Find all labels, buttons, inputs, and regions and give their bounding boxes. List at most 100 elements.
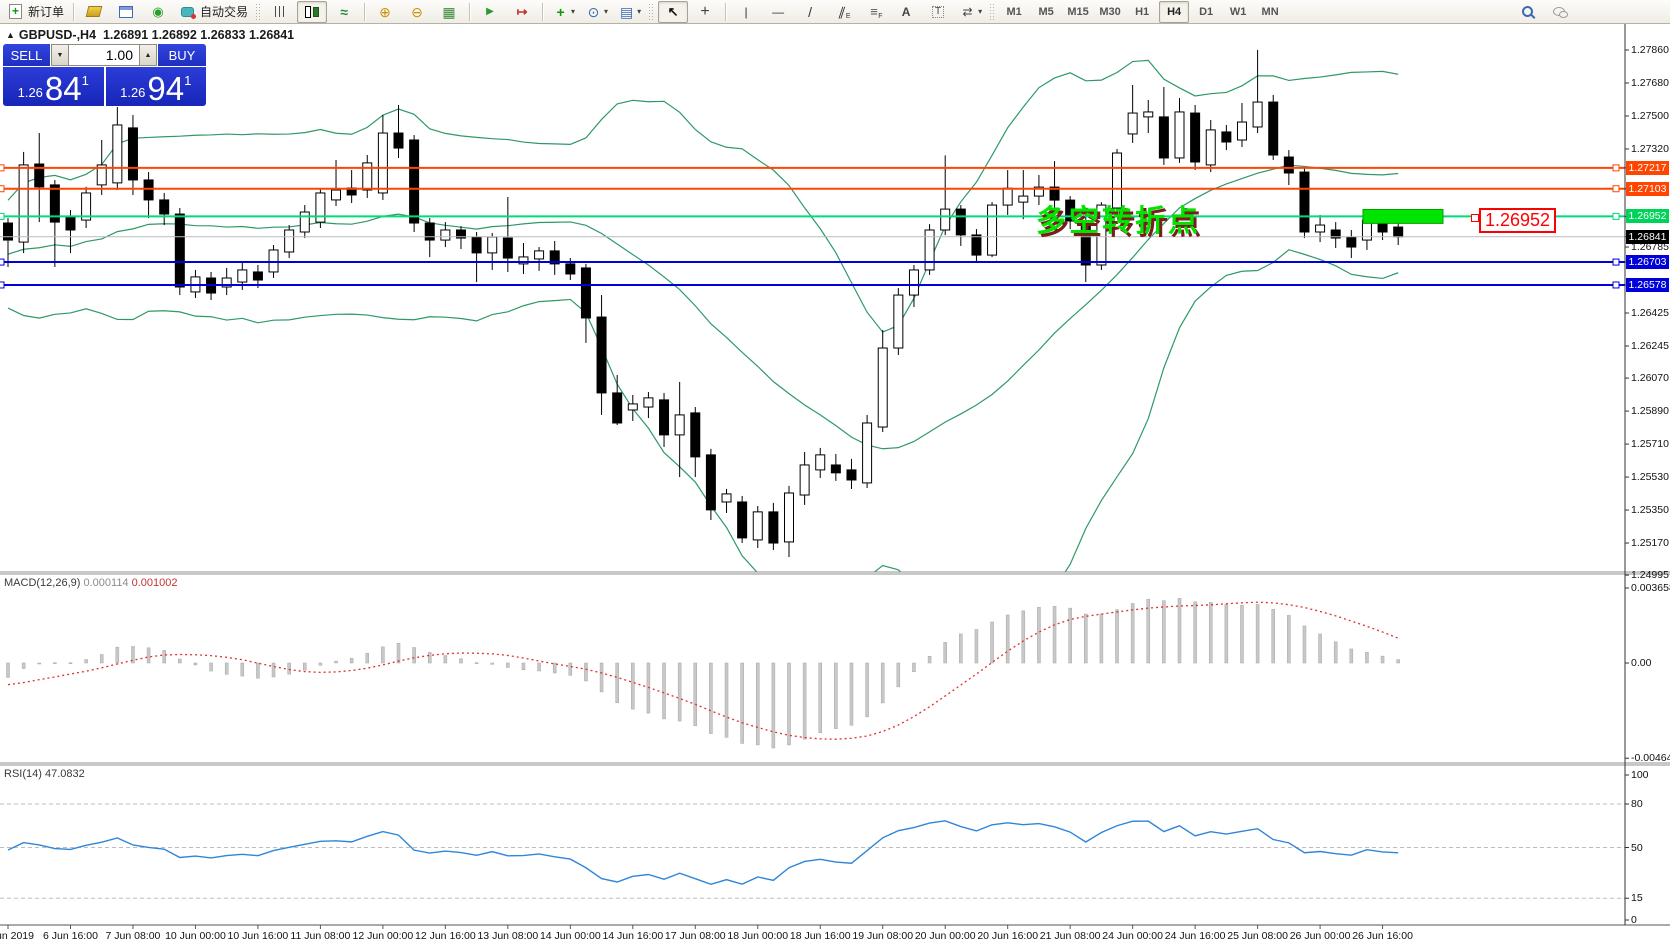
toolbar-drag-handle[interactable] (990, 3, 996, 20)
timeframe-m1-button[interactable]: M1 (1006, 5, 1022, 18)
cursor-button[interactable] (658, 0, 689, 23)
candlestick-chart-button[interactable] (297, 0, 328, 23)
time-axis-label: 11 Jun 08:00 (290, 930, 351, 942)
collapse-icon[interactable]: ▲ (6, 30, 15, 40)
macd-histogram-bar (6, 662, 10, 678)
macd-histogram-bar (1162, 600, 1166, 664)
time-axis-label: 24 Jun 16:00 (1164, 930, 1226, 942)
time-axis-label: 14 Jun 16:00 (602, 930, 664, 942)
green-rectangle-object[interactable] (1362, 208, 1444, 224)
time-axis-label: 24 Jun 00:00 (1102, 930, 1163, 942)
macd-histogram-bar (568, 662, 573, 676)
time-axis-label: 14 Jun 00:00 (539, 930, 601, 942)
macd-histogram-bar (599, 662, 604, 693)
sell-price[interactable]: 1.26 84 1 (3, 67, 104, 106)
arrows-button[interactable]: ▾ (955, 1, 986, 23)
timeframe-d1-button[interactable]: D1 (1199, 5, 1214, 18)
rsi-tick-label: 15 (1631, 892, 1643, 905)
volume-input[interactable]: 1.00 (69, 44, 139, 66)
macd-histogram-bar (943, 642, 947, 664)
macd-histogram-bar (709, 662, 713, 734)
fibonacci-button[interactable] (859, 1, 889, 23)
line-anchor[interactable] (1612, 212, 1620, 220)
price-badge-1.26841: 1.26841 (1626, 229, 1669, 244)
price-badge-1.26703: 1.26703 (1626, 255, 1669, 270)
indicators-button[interactable]: ▾ (548, 1, 579, 23)
timeframe-h4-button[interactable]: H4 (1159, 0, 1190, 23)
line-anchor[interactable] (0, 281, 5, 289)
new-order-button[interactable]: 新订单 (3, 1, 68, 23)
volume-increase-button[interactable]: ▲ (139, 44, 157, 66)
rsi-indicator-label: RSI(14) 47.0832 (4, 768, 85, 780)
line-anchor[interactable] (1612, 185, 1620, 193)
rsi-line (7, 820, 1399, 885)
price-tick-label: 1.25170 (1631, 537, 1669, 550)
periods-button[interactable]: ▾ (581, 1, 612, 23)
macd-histogram-bar (381, 646, 385, 664)
macd-histogram-bar (1177, 598, 1182, 664)
price-tick-label: 1.26070 (1631, 372, 1669, 385)
macd-histogram-bar (1084, 613, 1088, 664)
macd-histogram-bar (459, 658, 463, 664)
autotrading-icon (179, 4, 197, 20)
price-tick-label: 1.26245 (1631, 340, 1669, 352)
templates-button[interactable]: ▾ (614, 1, 645, 23)
line-anchor[interactable] (0, 212, 5, 220)
line-anchor[interactable] (1612, 164, 1620, 172)
time-axis-label: 26 Jun 16:00 (1352, 930, 1413, 942)
macd-histogram-bar (631, 662, 635, 710)
macd-histogram-bar (959, 633, 963, 664)
line-anchor[interactable] (0, 185, 5, 193)
macd-histogram-bar (146, 647, 151, 664)
buy-price[interactable]: 1.26 94 1 (105, 67, 206, 106)
macd-histogram-bar (552, 662, 557, 674)
equidistant-channel-button[interactable] (827, 1, 857, 23)
macd-histogram-bar (880, 662, 885, 704)
chart-annotation-text[interactable]: 多空转折点 (1036, 205, 1201, 238)
macd-histogram-bar (756, 662, 760, 746)
bollinger-band-m (7, 164, 1399, 450)
toolbar-drag-handle[interactable] (649, 3, 655, 20)
macd-histogram-bar (1224, 604, 1229, 664)
time-axis-label: 7 Jun 08:00 (105, 930, 161, 942)
price-tick-label: 1.25710 (1631, 438, 1669, 451)
time-axis-label: 26 Jun 00:00 (1289, 930, 1351, 942)
price-alert-label[interactable]: 1.26952 (1479, 208, 1557, 233)
rsi-tick-label: 100 (1631, 769, 1649, 781)
macd-histogram-bar (927, 656, 932, 664)
macd-histogram-bar (912, 662, 916, 673)
timeframe-mn-button[interactable]: MN (1261, 5, 1279, 18)
line-anchor[interactable] (0, 164, 5, 172)
time-axis-label: 25 Jun 08:00 (1227, 930, 1288, 942)
timeframe-m30-button[interactable]: M30 (1099, 5, 1121, 18)
macd-histogram-bar (37, 662, 41, 665)
toolbar-separator (542, 2, 544, 21)
chat-button[interactable] (1544, 1, 1574, 23)
macd-histogram-bar (537, 662, 541, 672)
macd-histogram-bar (178, 658, 182, 664)
autotrading-button[interactable]: 自动交易 (175, 1, 252, 23)
macd-histogram-bar (365, 653, 370, 664)
volume-decrease-button[interactable]: ▼ (51, 44, 69, 66)
sell-button[interactable]: SELL (3, 44, 50, 66)
macd-histogram-bar (412, 647, 416, 664)
timeframe-h1-button[interactable]: H1 (1135, 5, 1150, 18)
line-anchor[interactable] (1612, 258, 1620, 266)
toolbar-drag-handle[interactable] (256, 3, 262, 20)
toolbar-separator (364, 2, 366, 21)
timeframe-m15-button[interactable]: M15 (1067, 5, 1089, 18)
toolbar: 新订单 自动交易 ▾ ▾ ▾ ▾ M1 M5 M15 M30 H1 H4 D1 W1 MN (0, 0, 1670, 24)
buy-button[interactable]: BUY (158, 44, 206, 66)
price-tick-label: 1.27860 (1631, 44, 1669, 56)
macd-histogram-bar (240, 662, 245, 677)
time-axis-label: 13 Jun 08:00 (477, 930, 539, 942)
timeframe-m5-button[interactable]: M5 (1038, 5, 1054, 18)
timeframe-w1-button[interactable]: W1 (1229, 5, 1247, 18)
macd-histogram-bar (662, 662, 666, 720)
macd-histogram-bar (131, 646, 135, 664)
dropdown-caret-icon: ▾ (571, 7, 576, 16)
line-anchor[interactable] (1612, 281, 1620, 289)
macd-histogram-bar (1037, 607, 1041, 664)
line-anchor[interactable] (0, 258, 5, 266)
